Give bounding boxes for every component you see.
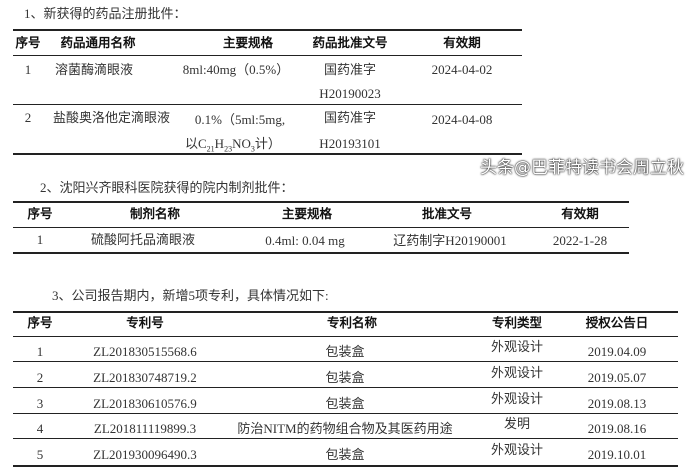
divider [13, 386, 678, 388]
watermark: 头条@巴菲特读书会周立秋 [480, 158, 684, 178]
cell-date: 2019.05.07 [587, 369, 647, 385]
cell-patent-no: ZL201830748719.2 [93, 369, 197, 385]
cell-patent-name: 防治NITM的药物组合物及其医药用途 [237, 421, 453, 437]
cell-valid: 2022-1-28 [552, 233, 608, 248]
cell-patent-type: 外观设计 [490, 339, 544, 354]
cell-approval-number: H20193101 [319, 136, 381, 151]
header-spec: 主要规格 [222, 35, 274, 50]
cell-no: 4 [36, 421, 44, 437]
cell-name: 溶菌酶滴眼液 [55, 62, 134, 77]
cell-approval: 国药准字 [323, 110, 377, 125]
section1-title: 1、新获得的药品注册批件： [24, 6, 187, 21]
cell-spec-formula: 以C21H23NO3计） [185, 136, 281, 154]
divider [13, 55, 522, 56]
cell-valid: 2024-04-08 [431, 112, 493, 127]
divider [13, 29, 522, 31]
cell-patent-no: ZL201930096490.3 [93, 447, 197, 463]
header-patent-name: 专利名称 [326, 315, 378, 330]
header-no: 序号 [15, 35, 41, 50]
cell-patent-type: 外观设计 [490, 442, 544, 458]
cell-spec: 8ml:40mg（0.5%） [182, 62, 290, 77]
header-date: 授权公告日 [585, 315, 649, 330]
cell-patent-no: ZL201811119899.3 [93, 421, 197, 437]
cell-no: 2 [24, 110, 32, 125]
cell-date: 2019.10.01 [587, 447, 647, 463]
cell-approval-number: H20190023 [319, 86, 381, 101]
header-patent-type: 专利类型 [491, 315, 543, 330]
cell-patent-no: ZL201830610576.9 [93, 395, 197, 411]
header-patent-no: 专利号 [126, 315, 164, 330]
cell-no: 5 [36, 447, 44, 463]
cell-patent-type: 发明 [503, 416, 531, 432]
cell-patent-type: 外观设计 [490, 364, 544, 380]
divider [13, 412, 678, 414]
divider [13, 227, 629, 228]
header-no: 序号 [27, 206, 53, 221]
cell-valid: 2024-04-02 [431, 62, 493, 77]
cell-no: 1 [24, 62, 32, 77]
cell-patent-name: 包装盒 [325, 395, 365, 411]
cell-no: 3 [36, 395, 44, 411]
divider [13, 438, 678, 440]
divider [13, 336, 678, 337]
divider [13, 252, 629, 254]
cell-date: 2019.08.16 [587, 421, 647, 437]
cell-patent-name: 包装盒 [325, 447, 365, 463]
cell-patent-name: 包装盒 [325, 369, 365, 385]
cell-spec: 0.1%（5ml:5mg, [194, 112, 286, 127]
divider [13, 361, 678, 362]
cell-approval: 国药准字 [323, 62, 377, 77]
cell-name: 盐酸奥洛他定滴眼液 [53, 110, 171, 125]
header-name: 药品通用名称 [60, 35, 136, 50]
cell-patent-no: ZL201830515568.6 [93, 344, 197, 359]
section3-title: 3、公司报告期内，新增5项专利，具体情况如下: [52, 288, 329, 303]
divider [13, 104, 522, 105]
cell-date: 2019.08.13 [587, 395, 647, 411]
cell-patent-type: 外观设计 [490, 390, 544, 406]
divider [13, 201, 629, 203]
divider [13, 465, 678, 467]
cell-no: 1 [36, 232, 44, 247]
header-approval: 药品批准文号 [312, 35, 388, 50]
cell-no: 1 [36, 344, 44, 359]
cell-spec: 0.4ml: 0.04 mg [265, 233, 345, 248]
header-valid: 有效期 [443, 35, 481, 50]
section2-title: 2、沈阳兴齐眼科医院获得的院内制剂批件： [40, 180, 294, 195]
cell-name: 硫酸阿托品滴眼液 [90, 232, 196, 247]
cell-no: 2 [36, 369, 44, 385]
divider [13, 153, 522, 155]
cell-patent-name: 包装盒 [325, 344, 365, 359]
divider [13, 311, 678, 313]
cell-approval: 辽药制字H20190001 [393, 233, 507, 248]
header-no: 序号 [27, 315, 53, 330]
header-approval: 批准文号 [421, 206, 473, 221]
header-valid: 有效期 [561, 206, 599, 221]
header-name: 制剂名称 [129, 206, 181, 221]
cell-date: 2019.04.09 [587, 344, 647, 359]
header-spec: 主要规格 [281, 206, 333, 221]
